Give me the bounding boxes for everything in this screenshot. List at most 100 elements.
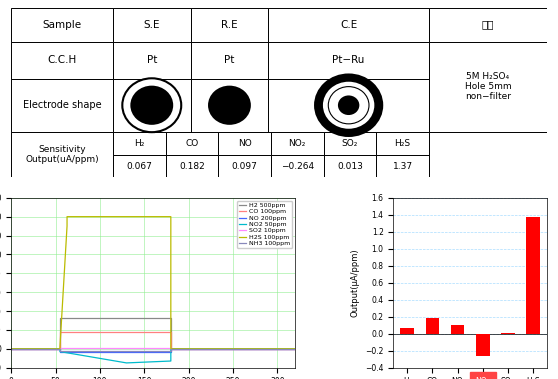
Ellipse shape (328, 87, 369, 124)
Bar (271, 132, 324, 155)
Bar (429, 8, 547, 42)
Line: H2 500ppm: H2 500ppm (11, 318, 295, 349)
CO 100ppm (8, 346, 15, 351)
SO2 10ppm (167, 346, 174, 350)
NO 200ppm (56, 346, 63, 351)
Bar (324, 155, 376, 177)
CO 100ppm (167, 329, 174, 334)
Text: C.E: C.E (340, 20, 357, 30)
Bar (113, 8, 191, 42)
Line: NO 200ppm: NO 200ppm (11, 349, 295, 352)
Bar (166, 132, 218, 155)
H2 500ppm (167, 315, 174, 320)
H2 500ppm (56, 315, 63, 320)
Bar (429, 42, 547, 132)
Text: H₂S: H₂S (395, 139, 411, 148)
Bar (268, 79, 429, 132)
NH3 100ppm (167, 346, 174, 351)
Bar (526, 217, 540, 334)
NO2 50ppm (167, 359, 174, 363)
SO2 10ppm (167, 346, 174, 351)
Ellipse shape (315, 75, 382, 136)
NH3 100ppm (167, 348, 174, 353)
Text: CO: CO (185, 139, 199, 148)
NH3 100ppm (8, 346, 15, 351)
H2S 100ppm (167, 215, 174, 219)
SO2 10ppm (56, 346, 63, 350)
Text: Electrode shape: Electrode shape (23, 100, 102, 110)
Line: SO2 10ppm: SO2 10ppm (11, 348, 295, 349)
Bar (11, 132, 113, 177)
Bar (11, 79, 113, 132)
Ellipse shape (323, 82, 374, 129)
Text: 0.067: 0.067 (126, 162, 152, 171)
Text: 5M H₂SO₄
Hole 5mm
non−filter: 5M H₂SO₄ Hole 5mm non−filter (465, 72, 511, 102)
Text: Pt: Pt (147, 55, 157, 65)
H2S 100ppm (56, 345, 63, 349)
NO 200ppm (8, 346, 15, 351)
Text: H₂: H₂ (134, 139, 145, 148)
SO2 10ppm (56, 346, 63, 351)
Bar (501, 332, 514, 334)
H2 500ppm (167, 346, 174, 351)
Text: 0.097: 0.097 (232, 162, 258, 171)
H2S 100ppm (64, 224, 70, 229)
Bar (271, 155, 324, 177)
Text: S.E: S.E (143, 20, 160, 30)
NH3 100ppm (292, 346, 299, 351)
CO 100ppm (56, 329, 63, 334)
Y-axis label: Output(μA/ppm): Output(μA/ppm) (350, 248, 359, 317)
CO 100ppm (56, 346, 63, 351)
NO2 50ppm (123, 361, 130, 365)
Bar (476, 334, 489, 356)
NO 200ppm (292, 346, 299, 351)
Bar (218, 132, 271, 155)
Legend: H2 500ppm, CO 100ppm, NO 200ppm, NO2 50ppm, SO2 10ppm, H2S 100ppm, NH3 100ppm: H2 500ppm, CO 100ppm, NO 200ppm, NO2 50p… (237, 201, 292, 248)
Bar (401, 328, 414, 334)
Bar (451, 326, 464, 334)
SO2 10ppm (292, 346, 299, 351)
Text: NO: NO (238, 139, 252, 148)
SO2 10ppm (8, 346, 15, 351)
Text: NO₂: NO₂ (288, 139, 306, 148)
NO2 50ppm (56, 346, 63, 351)
Bar (191, 8, 268, 42)
H2 500ppm (8, 346, 15, 351)
Bar (376, 132, 429, 155)
Bar (268, 8, 429, 42)
H2S 100ppm (64, 215, 70, 219)
Bar (113, 155, 166, 177)
Bar (191, 79, 268, 132)
H2S 100ppm (292, 346, 299, 351)
Text: SO₂: SO₂ (342, 139, 358, 148)
Bar (166, 155, 218, 177)
H2 500ppm (292, 346, 299, 351)
Text: Pt: Pt (224, 55, 234, 65)
NO2 50ppm (292, 346, 299, 351)
Bar (426, 318, 439, 334)
H2S 100ppm (8, 346, 15, 351)
Bar (113, 132, 166, 155)
NO2 50ppm (8, 346, 15, 351)
Line: NH3 100ppm: NH3 100ppm (11, 349, 295, 351)
Bar (11, 8, 113, 42)
NO2 50ppm (123, 361, 130, 365)
NO2 50ppm (167, 346, 174, 351)
NO 200ppm (167, 349, 174, 354)
Line: CO 100ppm: CO 100ppm (11, 332, 295, 349)
Ellipse shape (131, 86, 173, 125)
H2S 100ppm (167, 346, 174, 351)
CO 100ppm (292, 346, 299, 351)
NO 200ppm (56, 349, 63, 354)
Text: R.E: R.E (221, 20, 238, 30)
Bar (429, 132, 547, 177)
H2S 100ppm (56, 346, 63, 351)
Ellipse shape (338, 96, 359, 115)
Bar (218, 155, 271, 177)
CO 100ppm (167, 346, 174, 351)
Text: −0.264: −0.264 (281, 162, 314, 171)
Bar (324, 132, 376, 155)
Text: Sample: Sample (42, 20, 81, 30)
Text: 0.013: 0.013 (337, 162, 363, 171)
NO2 50ppm (56, 349, 63, 354)
